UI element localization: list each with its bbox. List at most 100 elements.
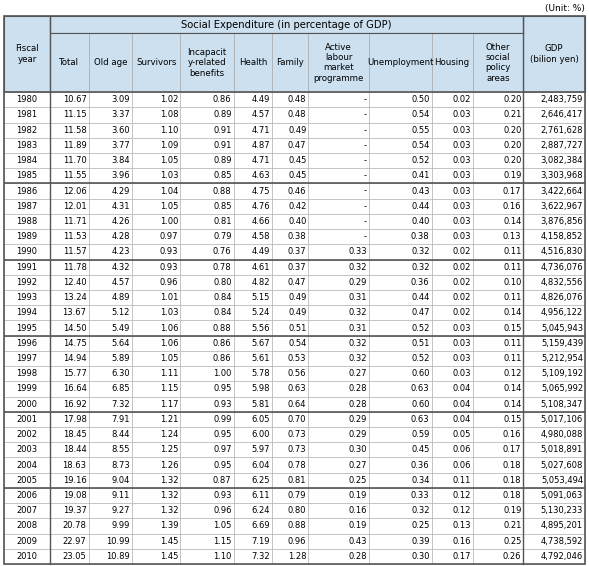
Text: 0.50: 0.50 bbox=[411, 95, 429, 104]
Text: 0.25: 0.25 bbox=[503, 537, 521, 546]
Text: 5.49: 5.49 bbox=[112, 324, 130, 333]
Bar bbox=[369, 442, 432, 457]
Text: 0.16: 0.16 bbox=[452, 537, 471, 546]
Bar bbox=[180, 33, 233, 92]
Bar bbox=[432, 442, 472, 457]
Text: 4.57: 4.57 bbox=[252, 110, 270, 119]
Bar bbox=[524, 183, 585, 199]
Text: 18.45: 18.45 bbox=[63, 430, 87, 439]
Bar bbox=[132, 108, 180, 123]
Bar bbox=[132, 214, 180, 229]
Text: 5,053,494: 5,053,494 bbox=[541, 476, 583, 484]
Text: Active
labour
market
programme: Active labour market programme bbox=[313, 42, 364, 83]
Bar bbox=[88, 518, 132, 534]
Bar bbox=[369, 305, 432, 320]
Text: 2007: 2007 bbox=[16, 506, 38, 515]
Text: 0.29: 0.29 bbox=[349, 415, 367, 424]
Bar bbox=[272, 442, 309, 457]
Bar bbox=[88, 123, 132, 138]
Bar bbox=[272, 412, 309, 427]
Bar bbox=[132, 427, 180, 442]
Bar bbox=[233, 549, 272, 564]
Text: 4.71: 4.71 bbox=[252, 126, 270, 135]
Bar bbox=[272, 427, 309, 442]
Bar bbox=[88, 397, 132, 412]
Text: 0.03: 0.03 bbox=[452, 126, 471, 135]
Text: 0.43: 0.43 bbox=[348, 537, 367, 546]
Text: 0.76: 0.76 bbox=[213, 247, 231, 256]
Text: 0.91: 0.91 bbox=[213, 126, 231, 135]
Text: 0.25: 0.25 bbox=[349, 476, 367, 484]
Text: 0.30: 0.30 bbox=[411, 552, 429, 561]
Text: 12.06: 12.06 bbox=[63, 187, 87, 196]
Bar bbox=[369, 290, 432, 305]
Text: 1.10: 1.10 bbox=[213, 552, 231, 561]
Bar bbox=[4, 381, 50, 397]
Bar bbox=[50, 108, 88, 123]
Bar bbox=[369, 351, 432, 366]
Text: 11.55: 11.55 bbox=[63, 171, 87, 181]
Text: 0.13: 0.13 bbox=[503, 232, 521, 241]
Text: 1989: 1989 bbox=[16, 232, 38, 241]
Bar bbox=[369, 245, 432, 260]
Bar bbox=[432, 183, 472, 199]
Bar bbox=[132, 336, 180, 351]
Text: 1998: 1998 bbox=[16, 369, 38, 378]
Text: 0.03: 0.03 bbox=[452, 339, 471, 348]
Bar bbox=[524, 168, 585, 183]
Text: 9.27: 9.27 bbox=[111, 506, 130, 515]
Bar bbox=[180, 153, 233, 168]
Text: 0.20: 0.20 bbox=[503, 156, 521, 165]
Text: 0.45: 0.45 bbox=[288, 171, 306, 181]
Text: 6.30: 6.30 bbox=[111, 369, 130, 378]
Bar bbox=[272, 92, 309, 108]
Text: 4.23: 4.23 bbox=[111, 247, 130, 256]
Text: 6.11: 6.11 bbox=[252, 491, 270, 500]
Text: 4.89: 4.89 bbox=[111, 293, 130, 302]
Text: 0.53: 0.53 bbox=[288, 354, 306, 363]
Text: 4.57: 4.57 bbox=[111, 278, 130, 287]
Text: 4.71: 4.71 bbox=[252, 156, 270, 165]
Bar bbox=[524, 305, 585, 320]
Text: 20.78: 20.78 bbox=[62, 521, 87, 530]
Bar bbox=[309, 33, 369, 92]
Bar bbox=[233, 229, 272, 245]
Bar bbox=[309, 275, 369, 290]
Bar bbox=[88, 534, 132, 549]
Bar bbox=[132, 229, 180, 245]
Bar bbox=[472, 442, 524, 457]
Text: 0.03: 0.03 bbox=[452, 324, 471, 333]
Text: 0.19: 0.19 bbox=[349, 521, 367, 530]
Bar bbox=[233, 336, 272, 351]
Bar bbox=[180, 290, 233, 305]
Bar bbox=[233, 320, 272, 336]
Bar bbox=[233, 214, 272, 229]
Bar bbox=[88, 138, 132, 153]
Bar bbox=[272, 320, 309, 336]
Bar bbox=[88, 183, 132, 199]
Bar bbox=[132, 473, 180, 488]
Bar bbox=[309, 138, 369, 153]
Text: 3.96: 3.96 bbox=[111, 171, 130, 181]
Text: 1.21: 1.21 bbox=[160, 415, 178, 424]
Bar bbox=[472, 457, 524, 473]
Bar bbox=[369, 366, 432, 381]
Text: 16.64: 16.64 bbox=[62, 384, 87, 393]
Bar bbox=[4, 320, 50, 336]
Bar bbox=[180, 381, 233, 397]
Text: 13.24: 13.24 bbox=[63, 293, 87, 302]
Text: 0.40: 0.40 bbox=[288, 217, 306, 226]
Bar bbox=[4, 275, 50, 290]
Text: 0.16: 0.16 bbox=[348, 506, 367, 515]
Text: 0.12: 0.12 bbox=[452, 506, 471, 515]
Bar bbox=[233, 290, 272, 305]
Text: 0.49: 0.49 bbox=[288, 308, 306, 318]
Bar bbox=[524, 92, 585, 108]
Text: GDP
(bilion yen): GDP (bilion yen) bbox=[530, 44, 578, 64]
Bar bbox=[524, 534, 585, 549]
Bar bbox=[369, 168, 432, 183]
Text: 4,832,556: 4,832,556 bbox=[541, 278, 583, 287]
Text: 0.89: 0.89 bbox=[213, 156, 231, 165]
Text: 0.03: 0.03 bbox=[452, 232, 471, 241]
Text: (Unit: %): (Unit: %) bbox=[545, 5, 585, 14]
